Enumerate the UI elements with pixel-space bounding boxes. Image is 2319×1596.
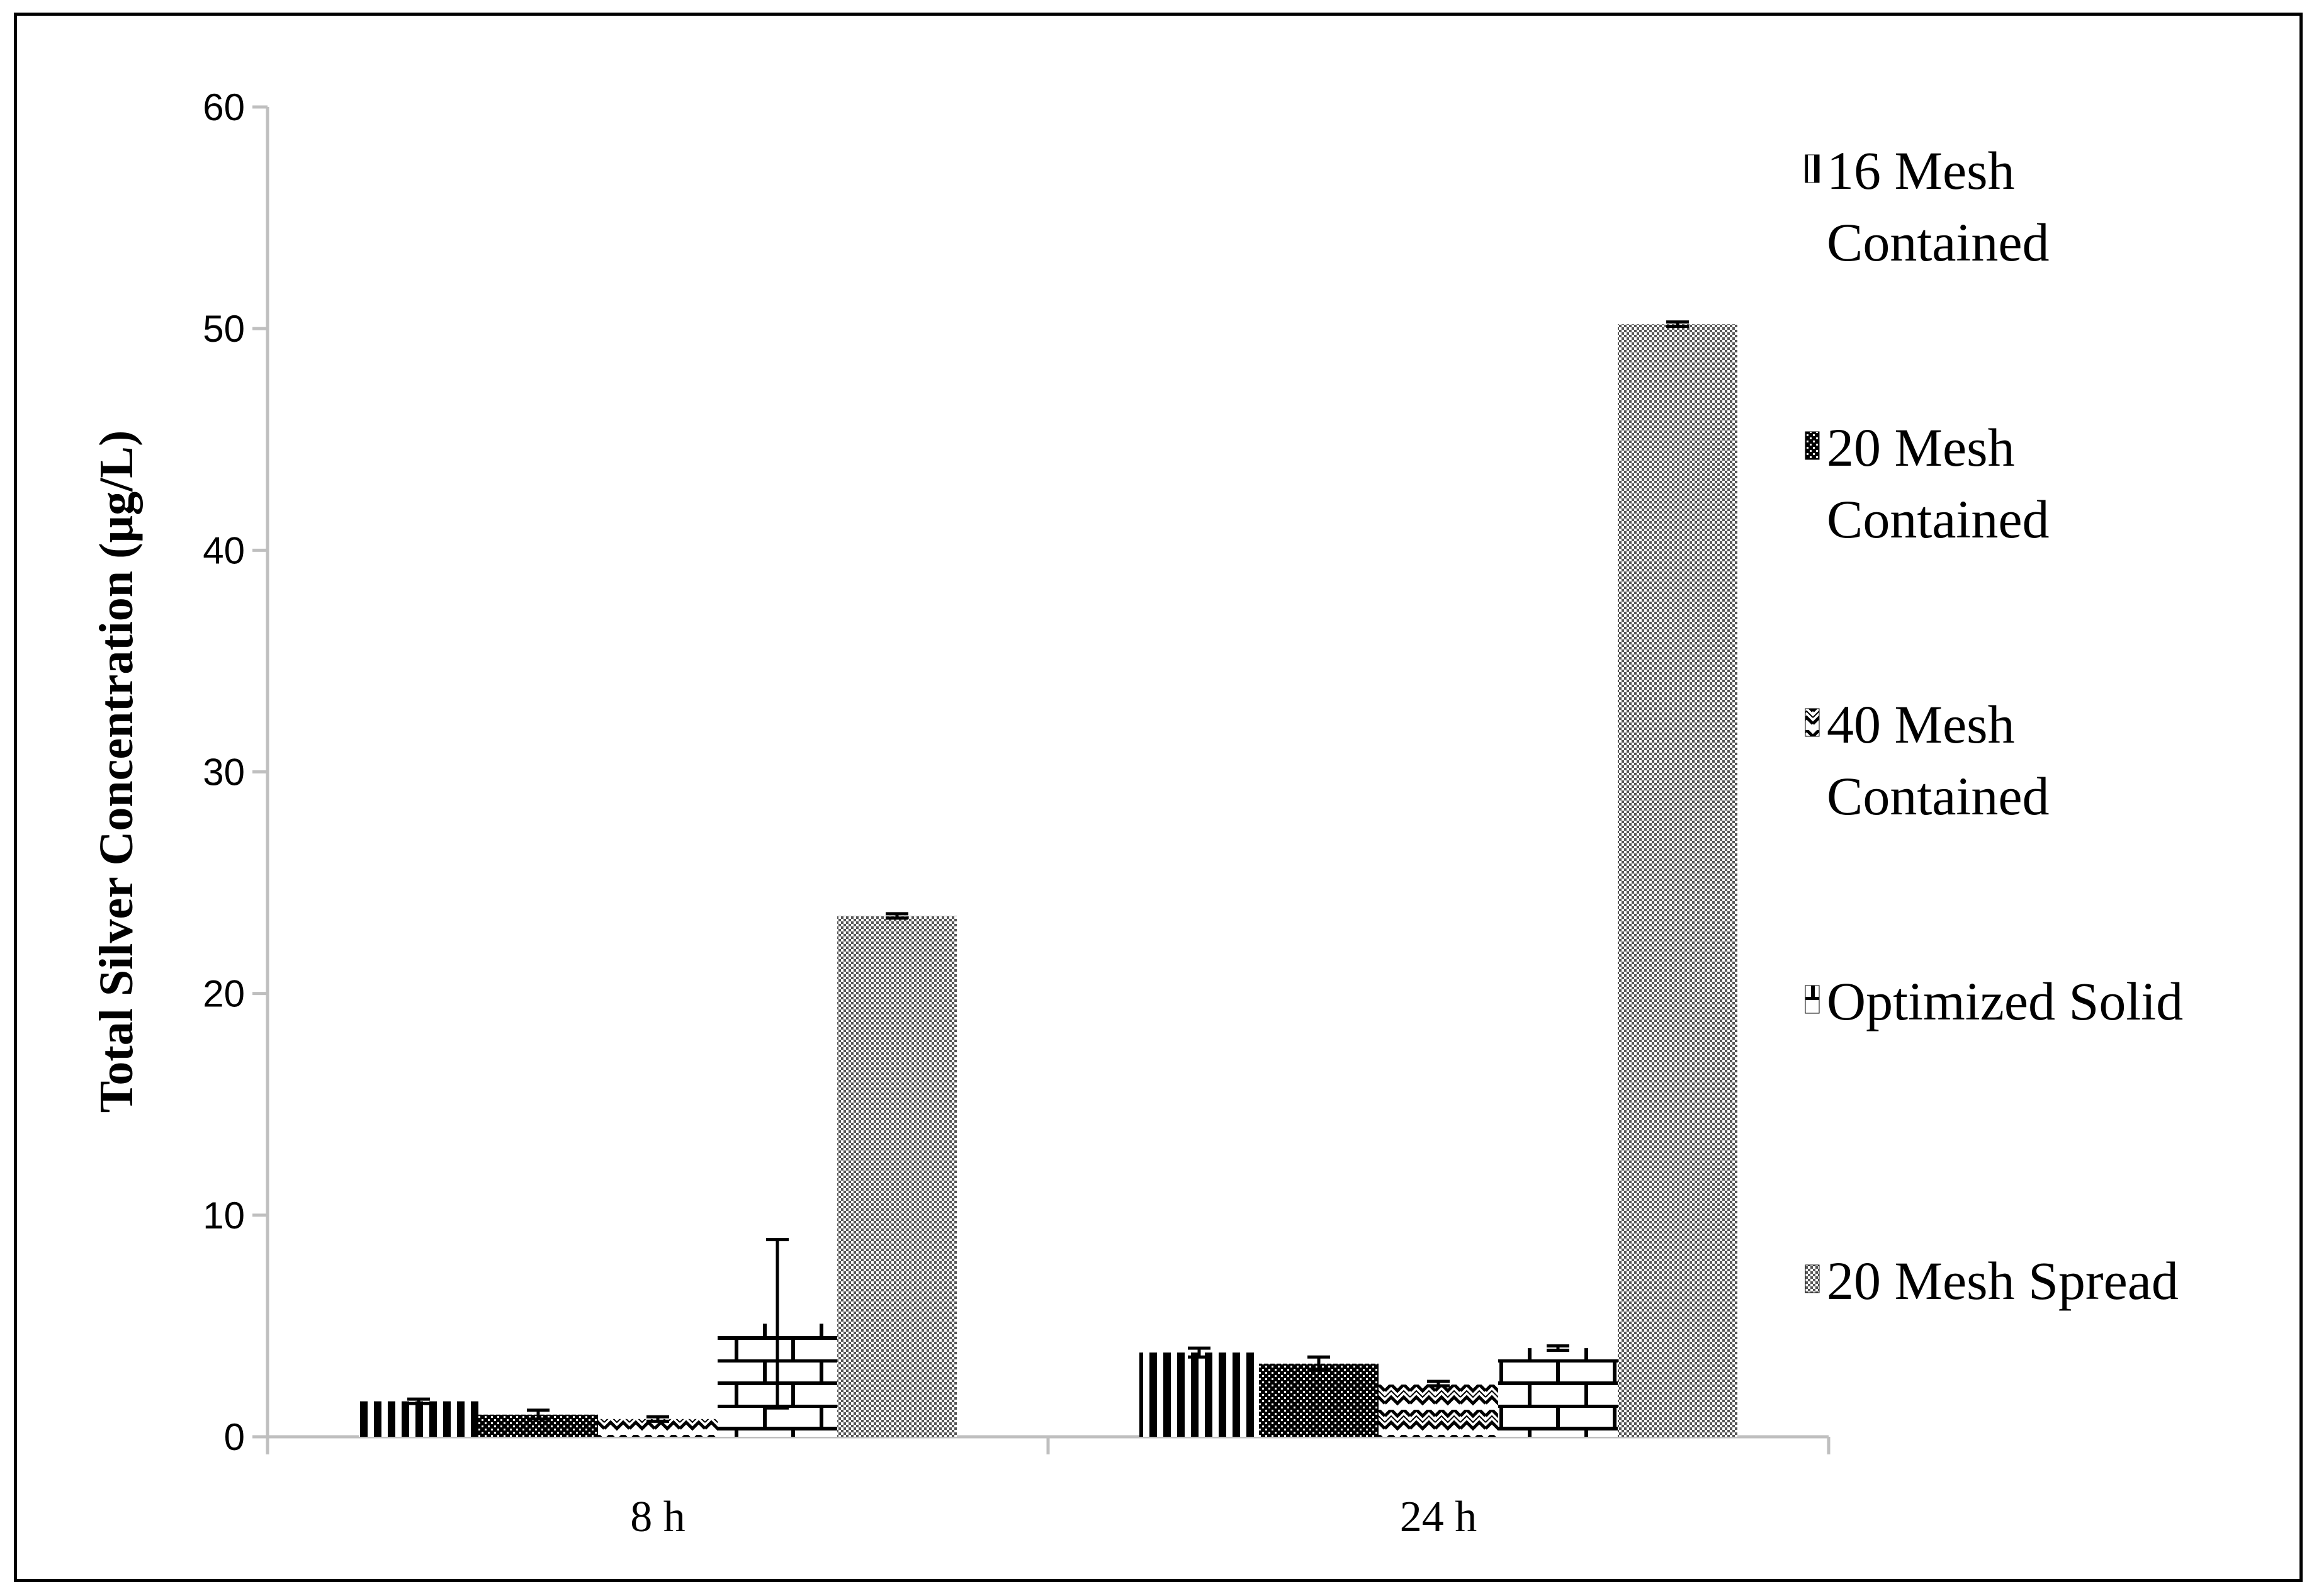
bar (1379, 1383, 1498, 1437)
bar (1259, 1363, 1379, 1437)
bar (837, 916, 957, 1437)
bar (1139, 1352, 1259, 1437)
legend-label: Optimized Solid (1827, 971, 2183, 1031)
y-tick-label: 30 (203, 751, 245, 794)
legend-label: 16 Mesh (1827, 140, 2015, 201)
x-category-label: 24 h (1400, 1493, 1477, 1541)
bar (1498, 1348, 1618, 1437)
legend-swatch (1805, 985, 1820, 1014)
legend-swatch (1805, 1264, 1820, 1293)
y-axis-title: Total Silver Concentration (µg/L) (90, 430, 143, 1113)
y-tick-label: 20 (203, 973, 245, 1015)
legend: 16 Mesh Contained 20 Mesh Contained 40 Mesh C… (1805, 140, 2183, 1311)
legend-label: 40 Mesh (1827, 694, 2015, 755)
legend-swatch (1805, 431, 1820, 460)
error-bars (407, 320, 1689, 1423)
axes (252, 105, 1831, 1454)
legend-label: Contained (1827, 212, 2050, 273)
legend-label: Contained (1827, 766, 2050, 826)
bar (1618, 324, 1737, 1437)
y-tick-label: 60 (203, 86, 245, 128)
legend-swatch (1805, 154, 1820, 183)
y-tick-label: 0 (224, 1416, 245, 1458)
chart-frame (14, 13, 2303, 1582)
legend-label: Contained (1827, 489, 2050, 549)
x-category-label: 8 h (630, 1493, 686, 1541)
bar (359, 1401, 478, 1437)
y-tick-label: 10 (203, 1194, 245, 1237)
bars (359, 324, 1737, 1437)
legend-label: 20 Mesh (1827, 417, 2015, 478)
legend-swatch (1805, 708, 1820, 737)
y-tick-label: 50 (203, 308, 245, 350)
axis-labels: 0 10 20 30 40 50 60 8 h 24 h Total Silver Concent… (90, 86, 1477, 1541)
legend-label: 20 Mesh Spread (1827, 1250, 2179, 1311)
y-tick-label: 40 (203, 529, 245, 571)
